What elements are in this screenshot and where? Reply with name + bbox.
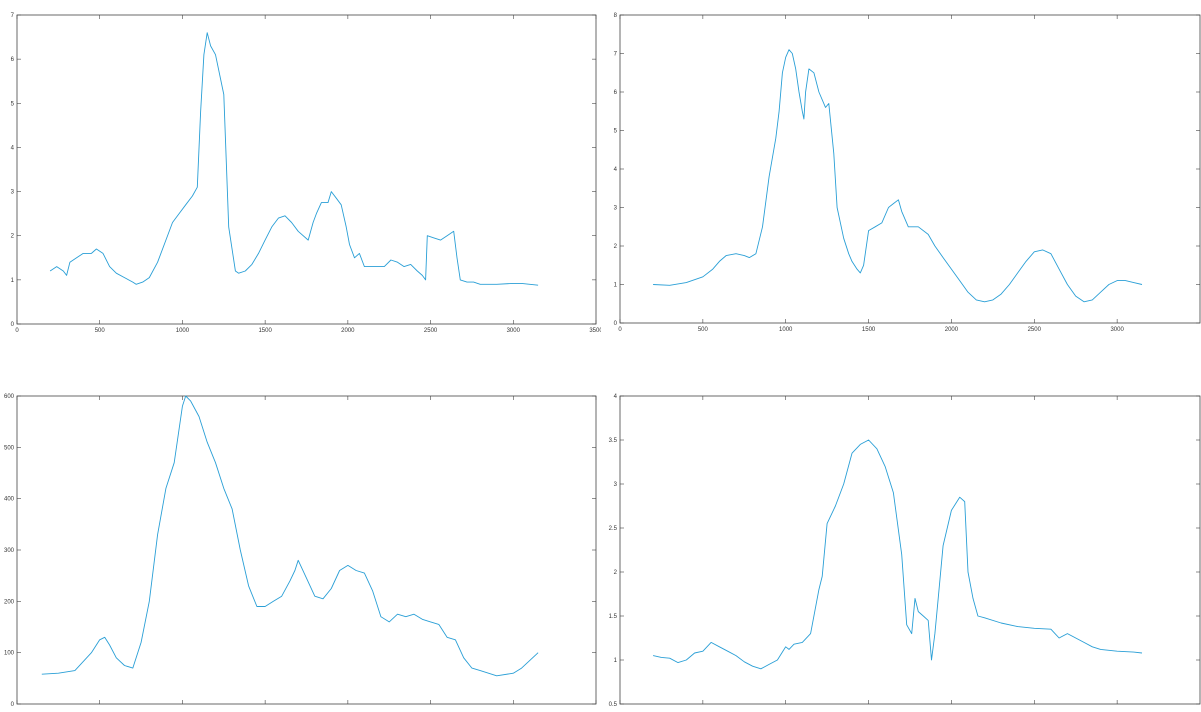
y-tick-label: 2	[614, 244, 618, 250]
plot-frame	[16, 14, 597, 325]
y-tick-label: 100	[4, 651, 15, 657]
y-tick-label: 3	[11, 190, 15, 196]
x-tick-label: 1000	[176, 328, 190, 334]
y-tick-label: 1	[614, 658, 618, 664]
x-tick-label: 500	[95, 328, 106, 334]
plot-frame	[16, 395, 597, 705]
plot-frame	[619, 395, 1201, 705]
chart-panel-top-right: 0 500 1000 1500 2000 2500 3000 0 1 2 3 4 5 6 7 8	[601, 0, 1201, 345]
y-tick-label: 300	[4, 548, 15, 554]
x-tick-label: 0	[618, 327, 622, 333]
y-tick-label: 600	[4, 394, 15, 400]
x-tick-label: 3000	[1110, 327, 1124, 333]
y-tick-label: 2.5	[609, 526, 618, 532]
y-tick-label: 7	[614, 52, 618, 58]
line-chart-bottom-left: 0500100015002000250030003500010020030040…	[4, 394, 603, 712]
y-tick-label: 400	[4, 497, 15, 503]
x-tick-label: 2500	[1028, 327, 1042, 333]
y-tick-label: 5	[11, 101, 15, 107]
x-tick-label: 2000	[945, 327, 959, 333]
y-tick-label: 4	[614, 167, 618, 173]
y-tick-label: 4	[11, 145, 15, 151]
y-tick-label: 8	[614, 13, 618, 19]
y-tick-label: 1	[614, 283, 618, 289]
y-tick-label: 0	[614, 321, 618, 327]
y-tick-label: 2	[11, 234, 15, 240]
x-tick-label: 1500	[258, 328, 272, 334]
y-tick-label: 2	[614, 570, 618, 576]
x-tick-label: 1000	[779, 327, 793, 333]
y-tick-label: 3	[614, 206, 618, 212]
y-tick-label: 1.5	[609, 614, 618, 620]
series-line	[653, 49, 1143, 303]
y-tick-label: 3	[614, 482, 618, 488]
x-tick-label: 0	[15, 328, 19, 334]
line-chart-top-right: 0 500 1000 1500 2000 2500 3000 0 1 2 3 4 5 6 7 8	[614, 13, 1201, 333]
y-tick-label: 0	[11, 322, 15, 328]
y-tick-label: 4	[614, 394, 618, 400]
y-tick-label: 0	[11, 702, 15, 707]
plot-frame	[619, 14, 1201, 324]
y-tick-label: 0.5	[609, 702, 618, 707]
y-tick-label: 6	[614, 90, 618, 96]
x-tick-label: 2500	[424, 328, 438, 334]
series-line	[41, 395, 539, 677]
y-tick-label: 1	[11, 278, 15, 284]
series-line	[49, 32, 539, 286]
chart-panel-bottom-left: 0500100015002000250030003500010020030040…	[0, 380, 603, 712]
series-line	[653, 439, 1143, 670]
y-tick-label: 3.5	[609, 438, 618, 444]
y-tick-label: 7	[11, 13, 15, 19]
y-tick-label: 500	[4, 445, 15, 451]
x-tick-label: 1500	[862, 327, 876, 333]
x-tick-label: 2000	[341, 328, 355, 334]
y-tick-label: 6	[11, 57, 15, 63]
x-tick-label: 500	[698, 327, 709, 333]
x-tick-label: 3000	[507, 328, 521, 334]
y-tick-label: 200	[4, 599, 15, 605]
y-tick-label: 5	[614, 129, 618, 135]
